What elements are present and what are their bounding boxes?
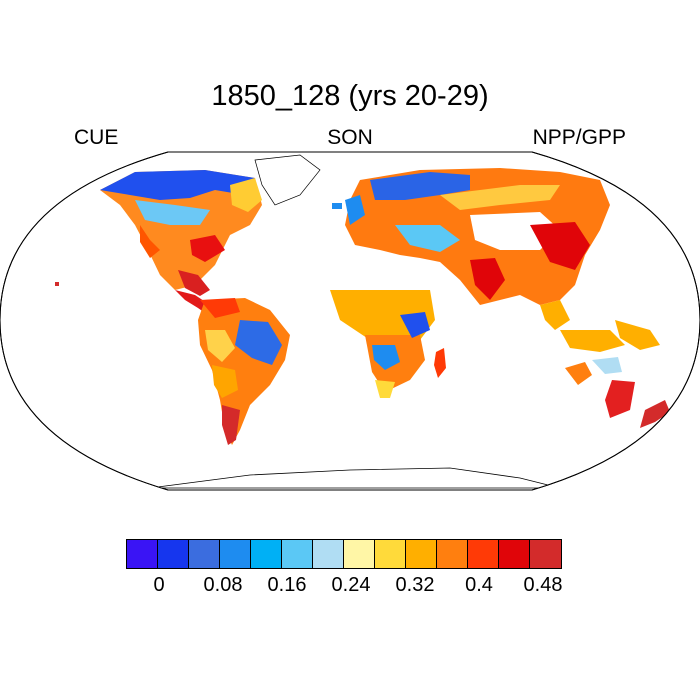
colorbar-tick-label: 0.24: [331, 574, 371, 596]
colorbar-swatch: [282, 540, 313, 568]
colorbar-swatch: [530, 540, 561, 568]
colorbar-swatch: [158, 540, 189, 568]
colorbar-swatch: [344, 540, 375, 568]
colorbar-swatch: [189, 540, 220, 568]
colorbar-swatch: [468, 540, 499, 568]
colorbar-tick-label: 0.4: [465, 574, 493, 596]
colorbar-swatch: [375, 540, 406, 568]
colorbar-tick-label: 0.16: [267, 574, 307, 596]
hawaii-island: [55, 282, 59, 286]
eurasia-region: [345, 168, 610, 305]
colorbar-swatch: [251, 540, 282, 568]
colorbar-swatch: [406, 540, 437, 568]
australia-region: [562, 355, 638, 420]
north-america-region: [100, 170, 262, 296]
colorbar-tick-label: 0: [153, 574, 165, 596]
south-america-region: [198, 298, 290, 445]
madagascar-region: [434, 348, 446, 378]
colorbar-swatch: [313, 540, 344, 568]
new-zealand-region: [640, 400, 670, 428]
colorbar-tick-label: 0.32: [395, 574, 435, 596]
units-label: NPP/GPP: [532, 126, 626, 149]
colorbar-swatch: [437, 540, 468, 568]
iceland-island: [332, 203, 342, 209]
colorbar-swatch: [127, 540, 158, 568]
season-label: SON: [327, 126, 373, 149]
africa-region: [315, 255, 445, 398]
colorbar: [126, 539, 562, 569]
colorbar-tick-label: 0.48: [523, 574, 563, 596]
map-title: 1850_128 (yrs 20-29): [211, 80, 489, 112]
southeast-asia-region: [540, 300, 660, 352]
colorbar-swatch: [220, 540, 251, 568]
colorbar-swatch: [499, 540, 530, 568]
colorbar-tick-label: 0.08: [203, 574, 243, 596]
variable-label: CUE: [74, 126, 119, 149]
greenland-outline: [254, 154, 321, 206]
